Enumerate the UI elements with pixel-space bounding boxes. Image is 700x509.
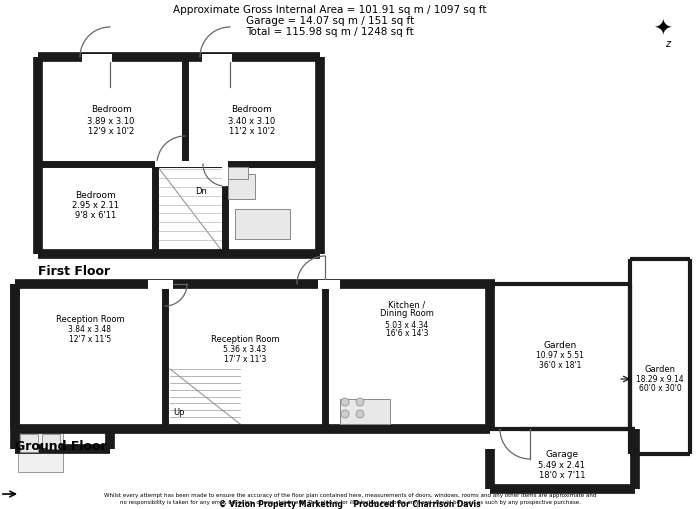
Text: no responsibility is taken for any error, omission, or mis-statement. This plan : no responsibility is taken for any error… <box>120 499 580 504</box>
Text: 9'8 x 6'11: 9'8 x 6'11 <box>76 211 117 220</box>
Bar <box>11 479 21 507</box>
Text: 18'0 x 7'11: 18'0 x 7'11 <box>539 471 585 479</box>
Bar <box>157 162 223 167</box>
Bar <box>630 260 690 454</box>
Text: 5.36 x 3.43: 5.36 x 3.43 <box>223 345 267 354</box>
Text: Up: Up <box>173 407 185 416</box>
Bar <box>202 55 232 63</box>
Text: 3.84 x 3.48: 3.84 x 3.48 <box>69 325 111 334</box>
Text: Kitchen /: Kitchen / <box>389 300 426 309</box>
Bar <box>490 429 635 489</box>
Bar <box>82 55 112 63</box>
Text: 10.97 x 5.51: 10.97 x 5.51 <box>536 351 584 360</box>
Bar <box>235 210 290 240</box>
Text: 60'0 x 30'0: 60'0 x 30'0 <box>638 384 681 393</box>
Text: Bedroom: Bedroom <box>90 105 132 115</box>
Text: 5.03 x 4.34: 5.03 x 4.34 <box>386 320 428 329</box>
Text: 12'9 x 10'2: 12'9 x 10'2 <box>88 126 134 135</box>
Bar <box>340 399 390 424</box>
Bar <box>18 432 63 472</box>
Bar <box>222 162 228 187</box>
Text: Garden: Garden <box>543 340 577 349</box>
Text: Reception Room: Reception Room <box>56 315 125 324</box>
Text: 3.89 x 3.10: 3.89 x 3.10 <box>88 116 134 125</box>
Bar <box>20 290 490 429</box>
Text: 16'6 x 14'3: 16'6 x 14'3 <box>386 329 428 338</box>
Bar <box>490 285 630 429</box>
Text: 18.29 x 9.14: 18.29 x 9.14 <box>636 375 684 384</box>
Text: 17'7 x 11'3: 17'7 x 11'3 <box>224 354 266 363</box>
Text: ✦: ✦ <box>652 20 671 40</box>
Bar <box>43 63 315 249</box>
Circle shape <box>341 398 349 406</box>
Text: Bedroom: Bedroom <box>76 190 116 199</box>
Bar <box>148 280 173 290</box>
Text: Garage = 14.07 sq m / 151 sq ft: Garage = 14.07 sq m / 151 sq ft <box>246 16 414 26</box>
Bar <box>155 162 187 167</box>
Circle shape <box>356 398 364 406</box>
Text: 12'7 x 11'5: 12'7 x 11'5 <box>69 334 111 343</box>
Text: 5.49 x 2.41: 5.49 x 2.41 <box>538 461 585 470</box>
Text: Dn: Dn <box>195 187 207 196</box>
Bar <box>19 429 110 449</box>
Text: 2.95 x 2.11: 2.95 x 2.11 <box>73 201 120 210</box>
Text: Garden: Garden <box>645 365 676 374</box>
Text: Approximate Gross Internal Area = 101.91 sq m / 1097 sq ft: Approximate Gross Internal Area = 101.91… <box>174 5 486 15</box>
Text: Bedroom: Bedroom <box>232 105 272 115</box>
Text: 3.40 x 3.10: 3.40 x 3.10 <box>228 116 276 125</box>
Text: Ground Floor: Ground Floor <box>15 439 106 452</box>
Bar <box>42 434 60 449</box>
Bar <box>318 280 340 290</box>
Text: Total = 115.98 sq m / 1248 sq ft: Total = 115.98 sq m / 1248 sq ft <box>246 27 414 37</box>
Text: 36'0 x 18'1: 36'0 x 18'1 <box>539 360 581 369</box>
Text: Reception Room: Reception Room <box>211 335 279 344</box>
Bar <box>20 434 38 452</box>
Bar <box>228 175 255 200</box>
Bar <box>228 167 248 180</box>
Text: Garage: Garage <box>545 449 579 459</box>
Text: © Vizion Property Marketing    Produced for Charrison Davis: © Vizion Property Marketing Produced for… <box>219 499 481 508</box>
Circle shape <box>356 410 364 418</box>
Text: First Floor: First Floor <box>38 265 110 277</box>
Circle shape <box>341 410 349 418</box>
Text: 11'2 x 10'2: 11'2 x 10'2 <box>229 126 275 135</box>
Text: Whilst every attempt has been made to ensure the accuracy of the floor plan cont: Whilst every attempt has been made to en… <box>104 493 596 497</box>
Text: Dining Room: Dining Room <box>380 309 434 318</box>
Text: z: z <box>666 39 671 49</box>
